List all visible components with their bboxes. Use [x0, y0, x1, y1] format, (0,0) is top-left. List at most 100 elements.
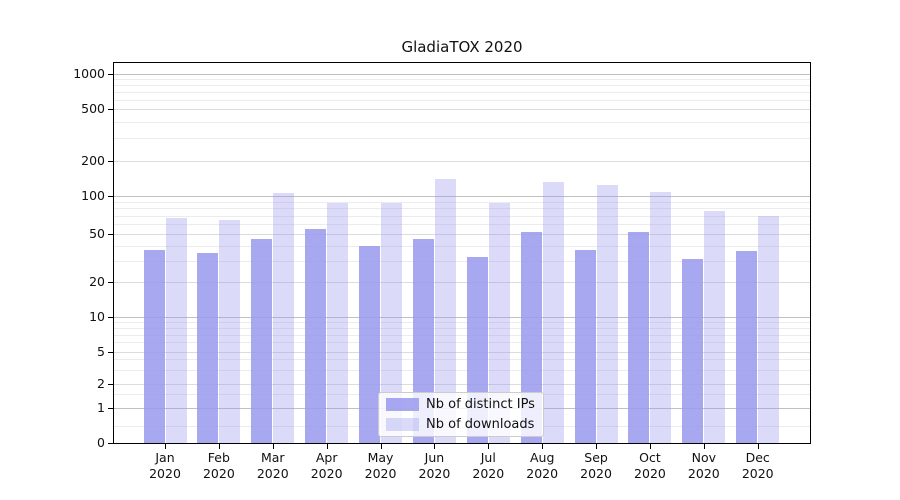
bar-downloads-aug	[542, 181, 564, 443]
gridline	[114, 109, 810, 111]
gridline-minor	[114, 322, 810, 324]
y-tick-label: 2	[97, 376, 105, 391]
y-tick-label: 20	[89, 273, 105, 289]
x-tick-label: May 2020	[364, 450, 397, 481]
bar-distinct-ips-nov	[682, 259, 704, 443]
plot-area: Nb of distinct IPs Nb of downloads	[113, 62, 811, 444]
x-tick-mark	[326, 444, 328, 449]
y-tick-label: 1000	[73, 66, 105, 81]
bar-distinct-ips-aug	[520, 232, 542, 443]
y-tick-label: 50	[89, 226, 105, 242]
x-tick-mark	[272, 444, 274, 449]
x-tick-label: Feb 2020	[202, 450, 235, 481]
x-tick-label: Nov 2020	[687, 450, 720, 481]
bar-distinct-ips-jan	[143, 249, 165, 443]
legend-swatch-downloads	[386, 418, 419, 431]
x-tick-mark	[218, 444, 220, 449]
bar-distinct-ips-sep	[574, 249, 596, 443]
y-tick-label: 100	[81, 188, 105, 203]
bar-downloads-feb	[219, 219, 241, 443]
bar-distinct-ips-oct	[628, 232, 650, 443]
legend-entry-distinct-ips: Nb of distinct IPs	[386, 397, 543, 412]
x-tick-mark	[488, 444, 490, 449]
bar-downloads-jun	[434, 178, 456, 443]
y-tick-mark	[108, 351, 113, 353]
x-tick-mark	[757, 444, 759, 449]
bar-distinct-ips-feb	[197, 252, 219, 443]
bar-distinct-ips-jun	[412, 238, 434, 443]
y-tick-mark	[108, 281, 113, 283]
y-tick-mark	[108, 317, 113, 318]
y-tick-label: 1	[97, 400, 105, 415]
y-tick-label: 10	[89, 309, 105, 324]
x-tick-mark	[649, 444, 651, 449]
bar-downloads-dec	[758, 215, 780, 443]
gridline-minor	[114, 328, 810, 330]
y-tick-mark	[108, 384, 113, 385]
gridline-minor	[114, 245, 810, 247]
gridline-minor	[114, 359, 810, 361]
legend: Nb of distinct IPs Nb of downloads	[378, 392, 544, 437]
bar-distinct-ips-dec	[736, 251, 758, 443]
x-tick-mark	[596, 444, 598, 449]
bar-downloads-may	[381, 203, 403, 443]
gridline-minor	[114, 137, 810, 139]
y-tick-mark	[108, 74, 113, 75]
bar-distinct-ips-may	[359, 245, 381, 443]
y-tick-label: 0	[97, 435, 105, 450]
x-tick-label: Dec 2020	[741, 450, 774, 481]
x-tick-label: Apr 2020	[310, 450, 343, 481]
gridline-minor	[114, 215, 810, 217]
x-tick-label: Mar 2020	[256, 450, 289, 481]
bar-downloads-oct	[650, 192, 672, 443]
x-tick-mark	[542, 444, 544, 449]
legend-swatch-distinct-ips	[386, 398, 419, 411]
x-tick-mark	[703, 444, 705, 449]
chart-title: GladiaTOX 2020	[401, 38, 523, 56]
gridline	[114, 384, 810, 385]
gridline-minor	[114, 121, 810, 123]
bar-downloads-jan	[165, 218, 187, 443]
gridline-minor	[114, 100, 810, 101]
gridline	[114, 351, 810, 353]
bar-distinct-ips-mar	[251, 238, 273, 443]
x-tick-mark	[165, 444, 166, 449]
y-tick-mark	[108, 160, 113, 162]
x-tick-mark	[434, 444, 436, 449]
gridline-minor	[114, 92, 810, 94]
y-tick-mark	[108, 443, 113, 444]
x-tick-mark	[380, 444, 382, 449]
x-tick-label: Jul 2020	[472, 450, 505, 481]
x-tick-label: Oct 2020	[634, 450, 666, 481]
y-tick-mark	[108, 109, 113, 111]
legend-label-distinct-ips: Nb of distinct IPs	[426, 397, 535, 412]
legend-label-downloads: Nb of downloads	[426, 417, 535, 432]
gridline-minor	[114, 260, 810, 262]
x-tick-label: Aug 2020	[526, 450, 559, 481]
bar-downloads-mar	[273, 193, 295, 443]
gridline-major	[114, 196, 810, 197]
legend-entry-downloads: Nb of downloads	[386, 417, 543, 432]
gridline-minor	[114, 201, 810, 203]
y-tick-mark	[108, 408, 113, 409]
gridline-major	[114, 317, 810, 318]
y-tick-label: 500	[81, 101, 105, 117]
gridline-minor	[114, 224, 810, 226]
y-tick-mark	[108, 234, 113, 236]
gridline-minor	[114, 334, 810, 336]
gridline	[114, 160, 810, 162]
bar-downloads-jul	[488, 203, 510, 443]
bar-downloads-nov	[704, 211, 726, 443]
bar-downloads-sep	[596, 184, 618, 443]
y-tick-mark	[108, 196, 113, 197]
gridline	[114, 281, 810, 283]
x-tick-label: Jan 2020	[149, 450, 181, 481]
gridline-minor	[114, 79, 810, 81]
bar-downloads-apr	[327, 203, 349, 443]
x-tick-label: Sep 2020	[580, 450, 612, 481]
y-tick-label: 200	[81, 152, 105, 168]
gridline	[114, 234, 810, 236]
gridline-minor	[114, 369, 810, 371]
bar-distinct-ips-apr	[305, 229, 327, 443]
